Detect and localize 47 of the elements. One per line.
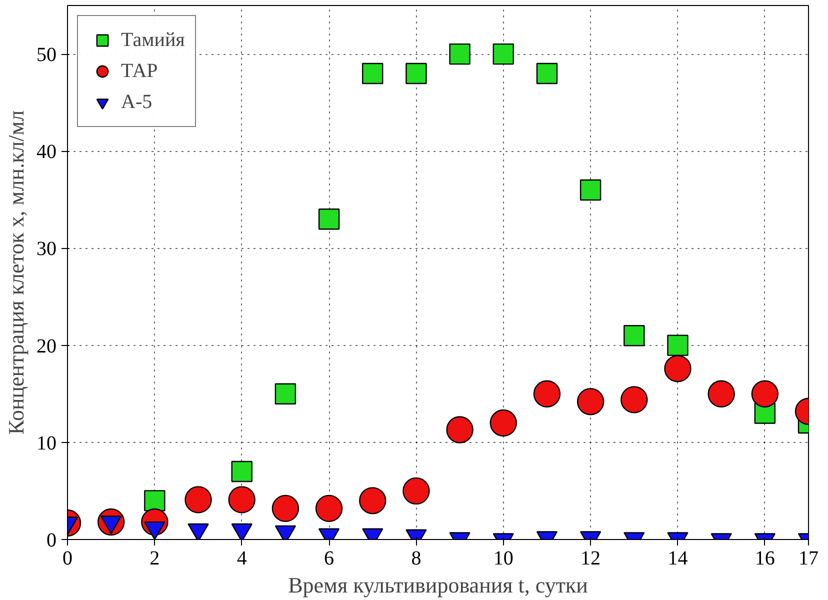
point (231, 460, 252, 482)
legend-label: А-5 (121, 90, 152, 114)
x-tick-label: 0 (62, 548, 72, 570)
point (620, 386, 648, 414)
point (402, 477, 430, 505)
point (446, 416, 474, 444)
point (228, 486, 256, 514)
x-tick-label: 16 (754, 548, 775, 570)
point (751, 380, 779, 408)
point (272, 494, 300, 522)
y-tick-label: 40 (36, 141, 56, 164)
point (274, 383, 296, 404)
point (580, 179, 602, 201)
point (490, 409, 517, 437)
x-tick-label: 2 (150, 548, 160, 570)
x-tick-label: 10 (493, 548, 514, 570)
point (406, 62, 427, 84)
point (359, 487, 386, 514)
point (624, 325, 645, 346)
point (664, 355, 692, 382)
point (318, 208, 340, 230)
y-tick-label: 20 (36, 335, 56, 358)
x-axis-title: Время культивирования t, сутки (288, 572, 588, 598)
y-axis-title: Концентрация клеток x, млн.кл/мл (4, 110, 28, 435)
x-tick-label: 6 (324, 548, 334, 570)
point (708, 380, 735, 408)
legend-label: ТАР (121, 60, 158, 82)
y-tick-label: 50 (36, 44, 56, 66)
point (362, 62, 384, 84)
x-tick-label: 12 (580, 548, 601, 570)
point (536, 62, 558, 84)
point (449, 43, 470, 65)
point (533, 380, 561, 408)
point (184, 486, 212, 514)
x-tick-label: 4 (236, 548, 247, 570)
y-tick-label: 30 (36, 238, 56, 260)
x-tick-label: 14 (668, 548, 688, 570)
point (144, 490, 166, 512)
y-tick-label: 0 (46, 530, 56, 552)
point (667, 334, 688, 356)
point (315, 494, 343, 522)
x-tick-label: 8 (411, 548, 422, 570)
point (576, 388, 604, 416)
legend-label: Тамийя (121, 28, 185, 52)
y-tick-label: 10 (36, 432, 56, 454)
x-tick-label: 17 (798, 548, 818, 570)
point (492, 43, 514, 65)
